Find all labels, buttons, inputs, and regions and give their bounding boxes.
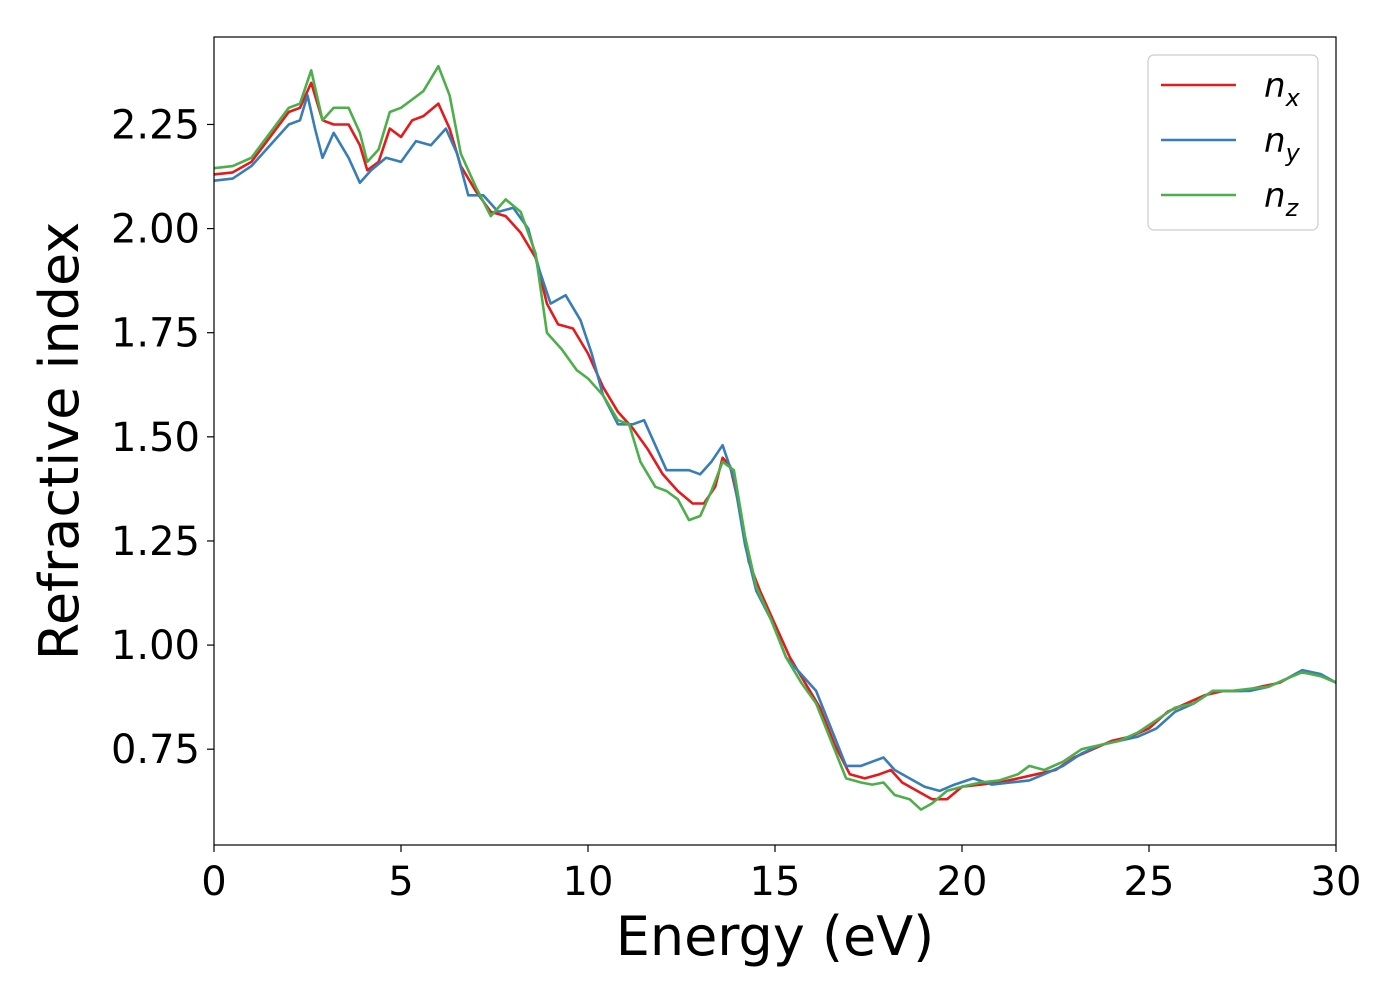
y-axis-label: Refractive index	[28, 222, 91, 661]
x-tick-label: 20	[937, 859, 988, 905]
y-tick-label: 1.00	[111, 623, 200, 669]
y-axis-ticks: 0.75 1.00 1.25 1.50 1.75 2.00 2.25	[111, 102, 214, 773]
y-tick-label: 1.75	[111, 311, 200, 357]
x-tick-label: 15	[750, 859, 801, 905]
x-tick-label: 25	[1124, 859, 1175, 905]
x-tick-label: 5	[388, 859, 413, 905]
x-axis-ticks: 0 5 10 15 20 25 30	[201, 845, 1361, 905]
legend-label-y: ny	[1264, 121, 1301, 167]
y-tick-label: 1.50	[111, 415, 200, 461]
series-lines	[213, 64, 1337, 811]
x-tick-label: 10	[563, 859, 614, 905]
x-tick-label: 30	[1311, 859, 1362, 905]
series-line-z	[213, 64, 1337, 811]
x-tick-label: 0	[201, 859, 226, 905]
legend-label-z: nz	[1264, 176, 1300, 222]
legend: nx ny nz	[1147, 54, 1319, 231]
y-tick-label: 2.00	[111, 207, 200, 253]
y-tick-label: 1.25	[111, 519, 200, 565]
y-tick-label: 0.75	[111, 727, 200, 773]
y-tick-label: 2.25	[111, 102, 200, 148]
legend-box	[1147, 54, 1319, 231]
legend-label-x: nx	[1264, 66, 1301, 112]
x-axis-label: Energy (eV)	[616, 905, 935, 968]
